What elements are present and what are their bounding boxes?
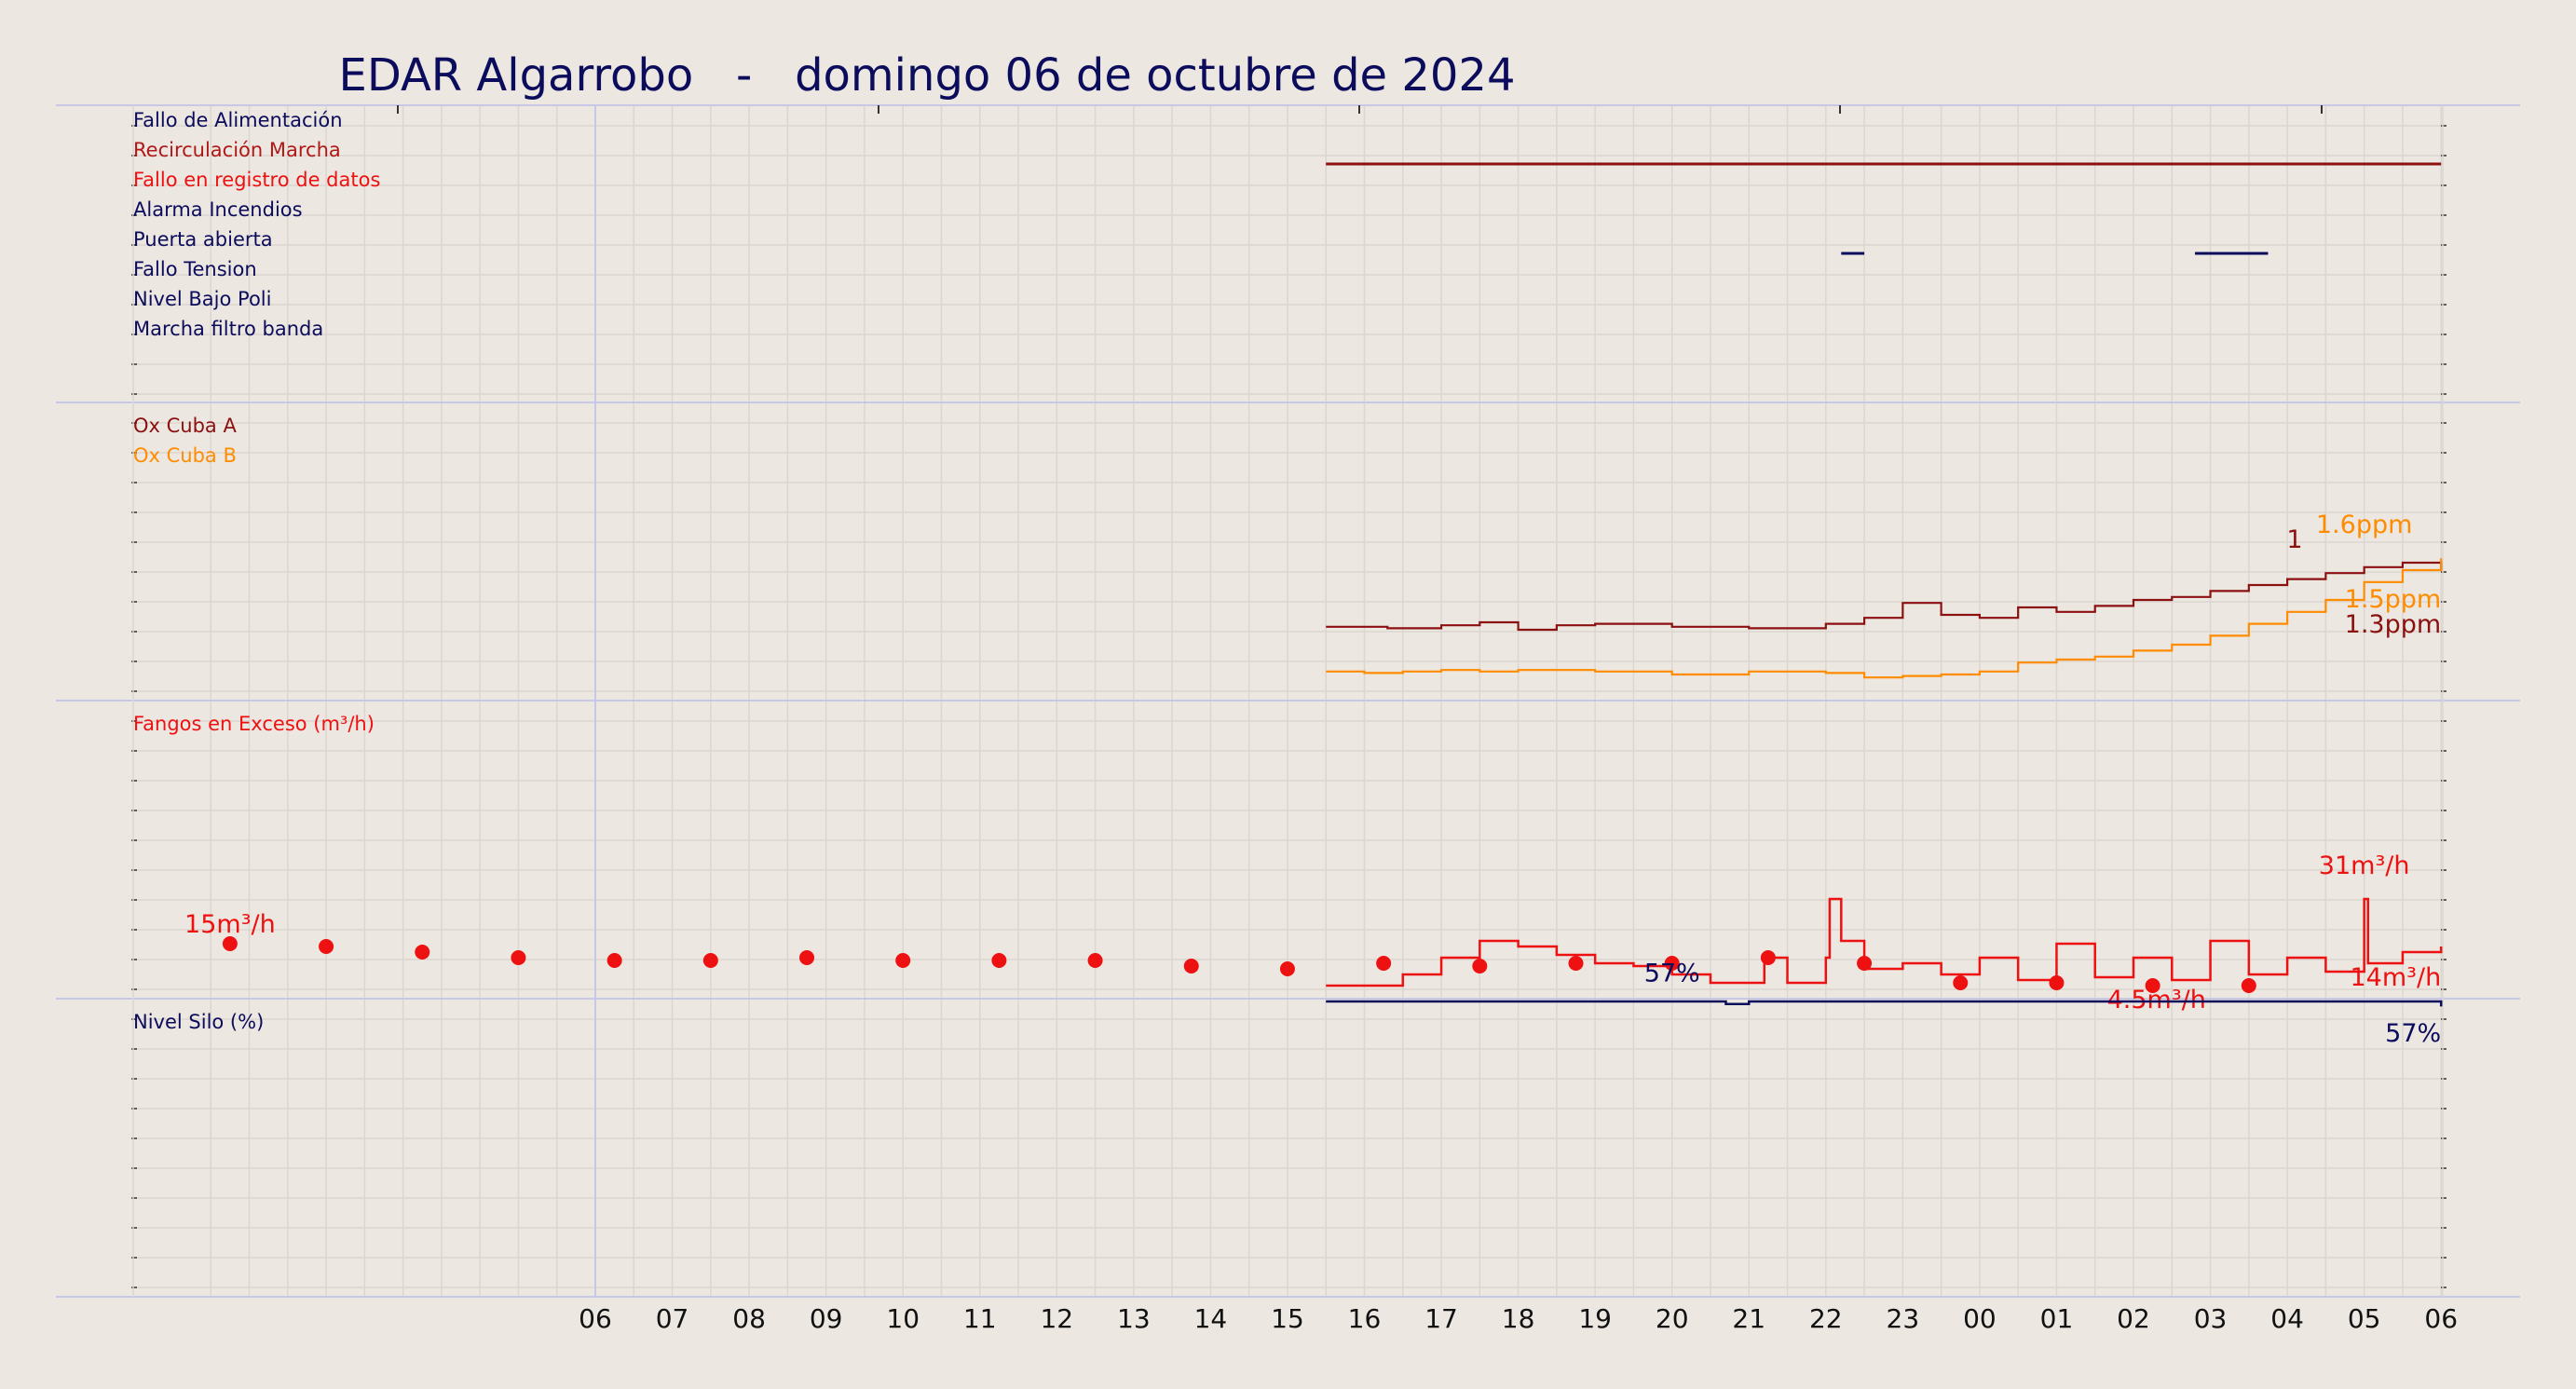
x-tick-label: 14 — [1194, 1303, 1228, 1334]
series-line — [1326, 1000, 2443, 1007]
data-point — [799, 950, 815, 965]
data-label: 1.3ppm — [2345, 610, 2442, 639]
data-point — [1183, 959, 1199, 974]
status-label: Recirculación Marcha — [133, 139, 341, 161]
data-point — [2241, 978, 2256, 993]
x-tick-label: 16 — [1348, 1303, 1382, 1334]
data-label: 14m³/h — [2350, 963, 2441, 992]
data-label: 57% — [1644, 960, 1700, 988]
x-tick-label: 05 — [2348, 1303, 2381, 1334]
data-point — [1953, 975, 1969, 990]
data-point — [222, 936, 238, 951]
x-tick-label: 18 — [1502, 1303, 1535, 1334]
data-point — [319, 939, 334, 954]
x-tick-label: 09 — [810, 1303, 843, 1334]
data-label: 1.5ppm — [2345, 585, 2442, 614]
data-point — [1279, 961, 1295, 976]
silo-panel: Nivel Silo (%) 57% 57% — [133, 960, 2443, 1048]
series-label: Ox Cuba B — [133, 444, 237, 467]
data-label: 4.5m³/h — [2107, 986, 2206, 1015]
x-tick-label: 10 — [886, 1303, 920, 1334]
data-point — [991, 953, 1007, 968]
x-tick-label: 11 — [963, 1303, 997, 1334]
data-point — [1087, 953, 1103, 968]
series-line — [1326, 558, 2443, 679]
data-point — [1664, 956, 1680, 971]
data-point — [1760, 950, 1776, 965]
x-tick-label: 08 — [732, 1303, 766, 1334]
status-label: Puerta abierta — [133, 228, 273, 251]
status-panel: Fallo de Alimentación Recirculación March… — [133, 109, 2442, 340]
x-tick-label: 07 — [656, 1303, 689, 1334]
panel-label: Fangos en Exceso (m³/h) — [133, 713, 375, 735]
data-point — [1376, 956, 1392, 971]
series-line — [1326, 561, 2443, 632]
x-tick-label: 02 — [2117, 1303, 2150, 1334]
data-label: 57% — [2385, 1019, 2441, 1048]
x-tick-label: 17 — [1424, 1303, 1458, 1334]
x-tick-label: 21 — [1732, 1303, 1765, 1334]
x-axis: 06 07 08 09 10 11 12 13 14 15 16 17 18 19 20 21 22 23 00 01… — [579, 1303, 2458, 1334]
status-label: Fallo Tension — [133, 258, 257, 280]
x-tick-label: 06 — [2424, 1303, 2458, 1334]
data-label: 31m³/h — [2319, 851, 2410, 880]
status-label: Fallo de Alimentación — [133, 109, 343, 131]
data-point — [607, 953, 622, 968]
data-point — [415, 945, 430, 960]
data-label: 1.6ppm — [2316, 511, 2413, 539]
data-point — [511, 950, 526, 965]
status-label: Fallo en registro de datos — [133, 169, 380, 191]
fangos-panel: Fangos en Exceso (m³/h) 15m³/h 31m³/h 4.5m³… — [133, 713, 2443, 1015]
x-tick-label: 22 — [1809, 1303, 1843, 1334]
x-tick-label: 12 — [1040, 1303, 1073, 1334]
x-tick-label: 19 — [1578, 1303, 1612, 1334]
status-label: Alarma Incendios — [133, 198, 303, 221]
data-label: 1 — [2286, 525, 2302, 554]
x-tick-label: 00 — [1963, 1303, 1997, 1334]
data-point — [1568, 956, 1584, 971]
status-label: Nivel Bajo Poli — [133, 288, 271, 310]
chart-title: EDAR Algarrobo - domingo 06 de octubre d… — [339, 49, 1516, 102]
x-tick-label: 13 — [1117, 1303, 1151, 1334]
data-point — [1472, 959, 1488, 974]
data-point — [895, 953, 911, 968]
data-point — [1857, 956, 1873, 971]
series-label: Ox Cuba A — [133, 415, 237, 437]
data-point — [2049, 975, 2065, 990]
x-tick-label: 23 — [1887, 1303, 1920, 1334]
panel-separators — [56, 104, 2520, 1298]
x-tick-label: 04 — [2270, 1303, 2304, 1334]
data-point — [2145, 978, 2160, 993]
data-point — [702, 953, 718, 968]
x-tick-label: 03 — [2194, 1303, 2228, 1334]
x-tick-label: 15 — [1271, 1303, 1304, 1334]
x-tick-label: 20 — [1656, 1303, 1689, 1334]
data-label: 15m³/h — [184, 910, 276, 939]
status-label: Marcha filtro banda — [133, 318, 323, 340]
panel-label: Nivel Silo (%) — [133, 1011, 264, 1033]
x-tick-label: 01 — [2040, 1303, 2074, 1334]
x-tick-label: 06 — [579, 1303, 612, 1334]
